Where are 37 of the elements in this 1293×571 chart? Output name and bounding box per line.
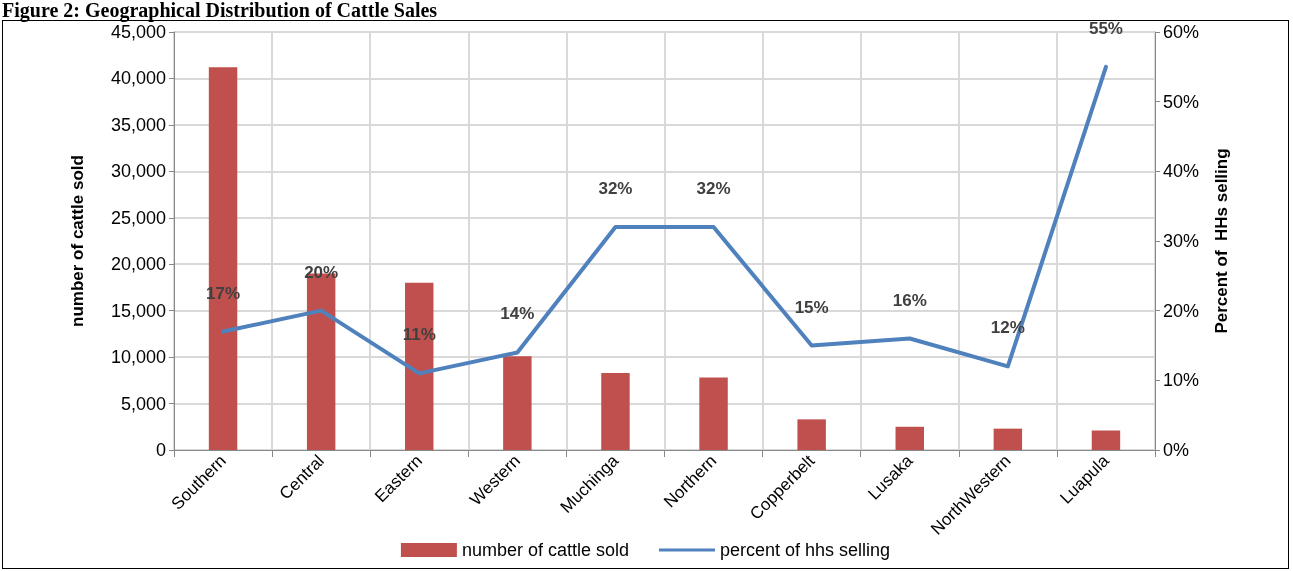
y-tick-label: 40,000 — [110, 68, 166, 89]
y-tick-label: 5,000 — [120, 393, 166, 414]
data-label: 55% — [1088, 18, 1123, 38]
y2-tick-label: 0% — [1163, 440, 1190, 460]
y2-tick-label: 10% — [1163, 370, 1200, 391]
y2-tick-label: 60% — [1163, 22, 1200, 42]
data-label: 32% — [598, 179, 633, 199]
bar — [1091, 430, 1121, 450]
chart-title: Figure 2: Geographical Distribution of Cattle Sales — [1, 0, 439, 21]
legend-label: number of cattle sold — [461, 540, 629, 560]
data-label: 15% — [794, 297, 829, 317]
y-tick-label: 0 — [155, 440, 166, 460]
legend-label: percent of hhs selling — [719, 540, 891, 560]
y-tick-label: 30,000 — [110, 161, 166, 182]
y-tick-label: 20,000 — [110, 254, 166, 275]
y2-tick-label: 30% — [1163, 231, 1200, 251]
data-label: 32% — [696, 179, 731, 199]
y2-axis-title: Percent of HHs selling — [1212, 148, 1231, 334]
bar — [797, 419, 826, 450]
bar — [699, 377, 728, 450]
bar — [993, 428, 1023, 450]
y2-tick-label: 40% — [1163, 161, 1200, 182]
y-tick-label: 15,000 — [110, 300, 166, 321]
y2-tick-label: 50% — [1163, 91, 1200, 112]
bar — [503, 356, 532, 450]
y-tick-label: 35,000 — [110, 114, 166, 135]
bar — [601, 372, 630, 450]
bar — [208, 67, 238, 450]
y-tick-label: 10,000 — [110, 347, 166, 368]
y-tick-label: 45,000 — [110, 22, 166, 42]
y-tick-label: 25,000 — [110, 207, 166, 228]
y2-tick-label: 20% — [1163, 300, 1200, 321]
bar — [895, 426, 924, 450]
data-label: 14% — [500, 304, 535, 324]
data-label: 16% — [892, 290, 927, 310]
y-axis-title: number of cattle sold — [68, 155, 87, 327]
bar — [405, 282, 434, 450]
